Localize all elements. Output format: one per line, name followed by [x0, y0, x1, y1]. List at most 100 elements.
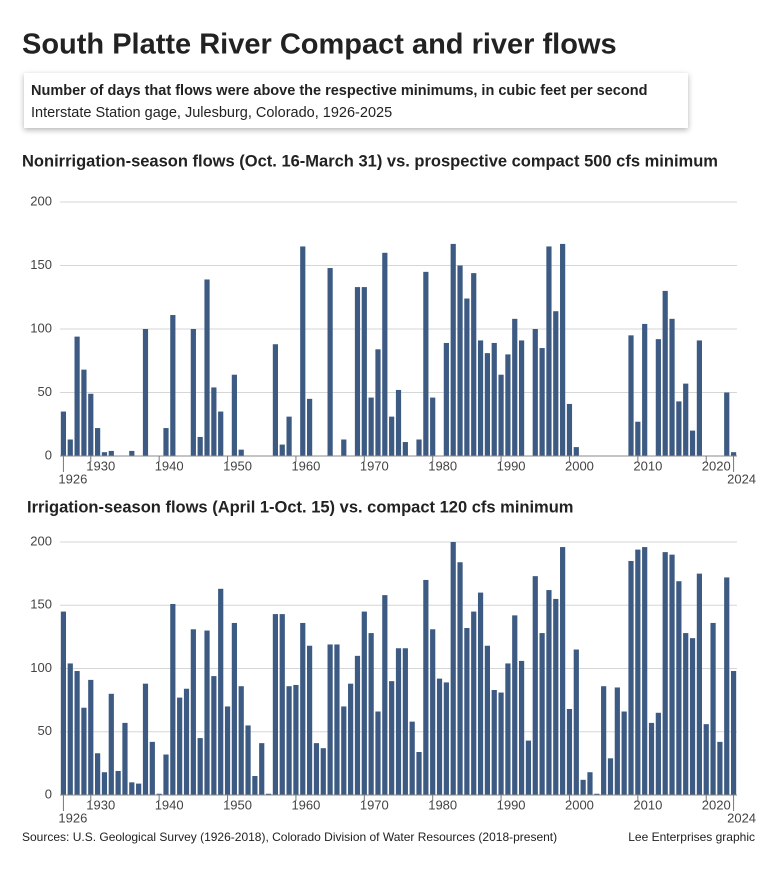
x-tick-label: 2024	[727, 471, 756, 486]
y-tick-label: 150	[30, 597, 52, 612]
bar	[142, 683, 149, 795]
bar	[532, 329, 538, 456]
bar	[669, 318, 675, 456]
x-tick-label: 1960	[291, 797, 320, 812]
bar	[163, 754, 169, 795]
bar	[621, 711, 627, 795]
bar	[95, 428, 101, 456]
bar	[60, 411, 67, 456]
x-tick-label: 1980	[428, 458, 457, 473]
y-tick-label: 150	[30, 257, 52, 272]
bar	[67, 663, 73, 795]
bar	[676, 401, 682, 456]
bar	[573, 447, 579, 456]
bar	[238, 449, 244, 456]
bar	[724, 577, 730, 795]
bar	[546, 246, 552, 456]
x-tick-label: 1926	[58, 471, 87, 486]
x-tick-label: 1980	[428, 797, 457, 812]
bar	[553, 598, 559, 795]
bar	[491, 690, 497, 795]
bar	[218, 588, 224, 795]
bar	[375, 349, 381, 456]
bar	[525, 740, 532, 795]
bar	[423, 579, 429, 795]
x-tick-label: 2010	[633, 458, 662, 473]
y-tick-label: 100	[30, 660, 52, 675]
bar	[300, 246, 306, 456]
bar	[259, 743, 265, 795]
x-tick-label: 2000	[565, 797, 594, 812]
x-tick-label: 1950	[223, 797, 252, 812]
bar	[60, 611, 67, 795]
bar	[491, 342, 497, 456]
bar	[717, 741, 723, 795]
x-tick-label: 2000	[565, 458, 594, 473]
bar	[689, 638, 696, 795]
x-tick-label: 1960	[291, 458, 320, 473]
bar	[313, 743, 320, 795]
bar	[177, 697, 183, 795]
bar	[402, 442, 408, 456]
bar	[279, 444, 285, 456]
bar	[518, 660, 525, 795]
bar	[122, 722, 128, 795]
bar	[696, 340, 702, 456]
bar	[655, 339, 661, 456]
bar	[498, 374, 504, 456]
bar	[443, 342, 449, 456]
bar	[354, 655, 361, 795]
bar	[450, 243, 456, 456]
bar	[204, 630, 210, 795]
bar	[607, 758, 614, 795]
y-tick-label: 200	[30, 533, 52, 548]
bar	[512, 615, 518, 795]
bar	[505, 663, 511, 795]
bar	[211, 387, 217, 456]
bar	[430, 629, 436, 795]
bar	[382, 252, 388, 456]
bar	[74, 671, 80, 795]
subtitle: Number of days that flows were above the…	[31, 83, 647, 99]
bar	[662, 290, 668, 456]
bar	[218, 411, 224, 456]
bar	[450, 542, 456, 795]
bar	[156, 793, 162, 795]
x-tick-label: 1970	[360, 458, 389, 473]
bar	[553, 311, 559, 456]
bar	[601, 686, 607, 795]
x-tick-label: 1930	[86, 797, 115, 812]
x-tick-label: 1940	[155, 797, 184, 812]
bar	[662, 552, 668, 795]
y-tick-label: 0	[45, 447, 52, 462]
bar	[190, 329, 196, 456]
x-tick-label: 1940	[155, 458, 184, 473]
subtitle-2: Interstate Station gage, Julesburg, Colo…	[31, 105, 392, 121]
bar	[286, 416, 292, 456]
y-tick-label: 50	[38, 723, 52, 738]
bar	[566, 708, 573, 795]
bar	[395, 648, 402, 795]
bar	[272, 614, 279, 795]
bar	[484, 353, 490, 456]
bar	[642, 547, 648, 795]
bar	[594, 793, 600, 795]
bar	[231, 374, 237, 456]
bar	[457, 265, 463, 456]
bar	[81, 707, 87, 795]
bar	[539, 348, 545, 456]
bar	[115, 770, 121, 795]
bar	[129, 450, 135, 456]
bar	[368, 633, 374, 795]
y-tick-label: 100	[30, 320, 52, 335]
bar	[95, 753, 101, 795]
bar	[587, 772, 593, 795]
x-tick-label: 2024	[727, 810, 756, 825]
bar	[272, 344, 279, 456]
source: Sources: U.S. Geological Survey (1926-20…	[22, 830, 557, 844]
bar	[389, 681, 395, 795]
bar	[580, 779, 586, 795]
y-tick-label: 50	[38, 384, 52, 399]
bar	[676, 581, 682, 795]
bar	[539, 633, 545, 795]
